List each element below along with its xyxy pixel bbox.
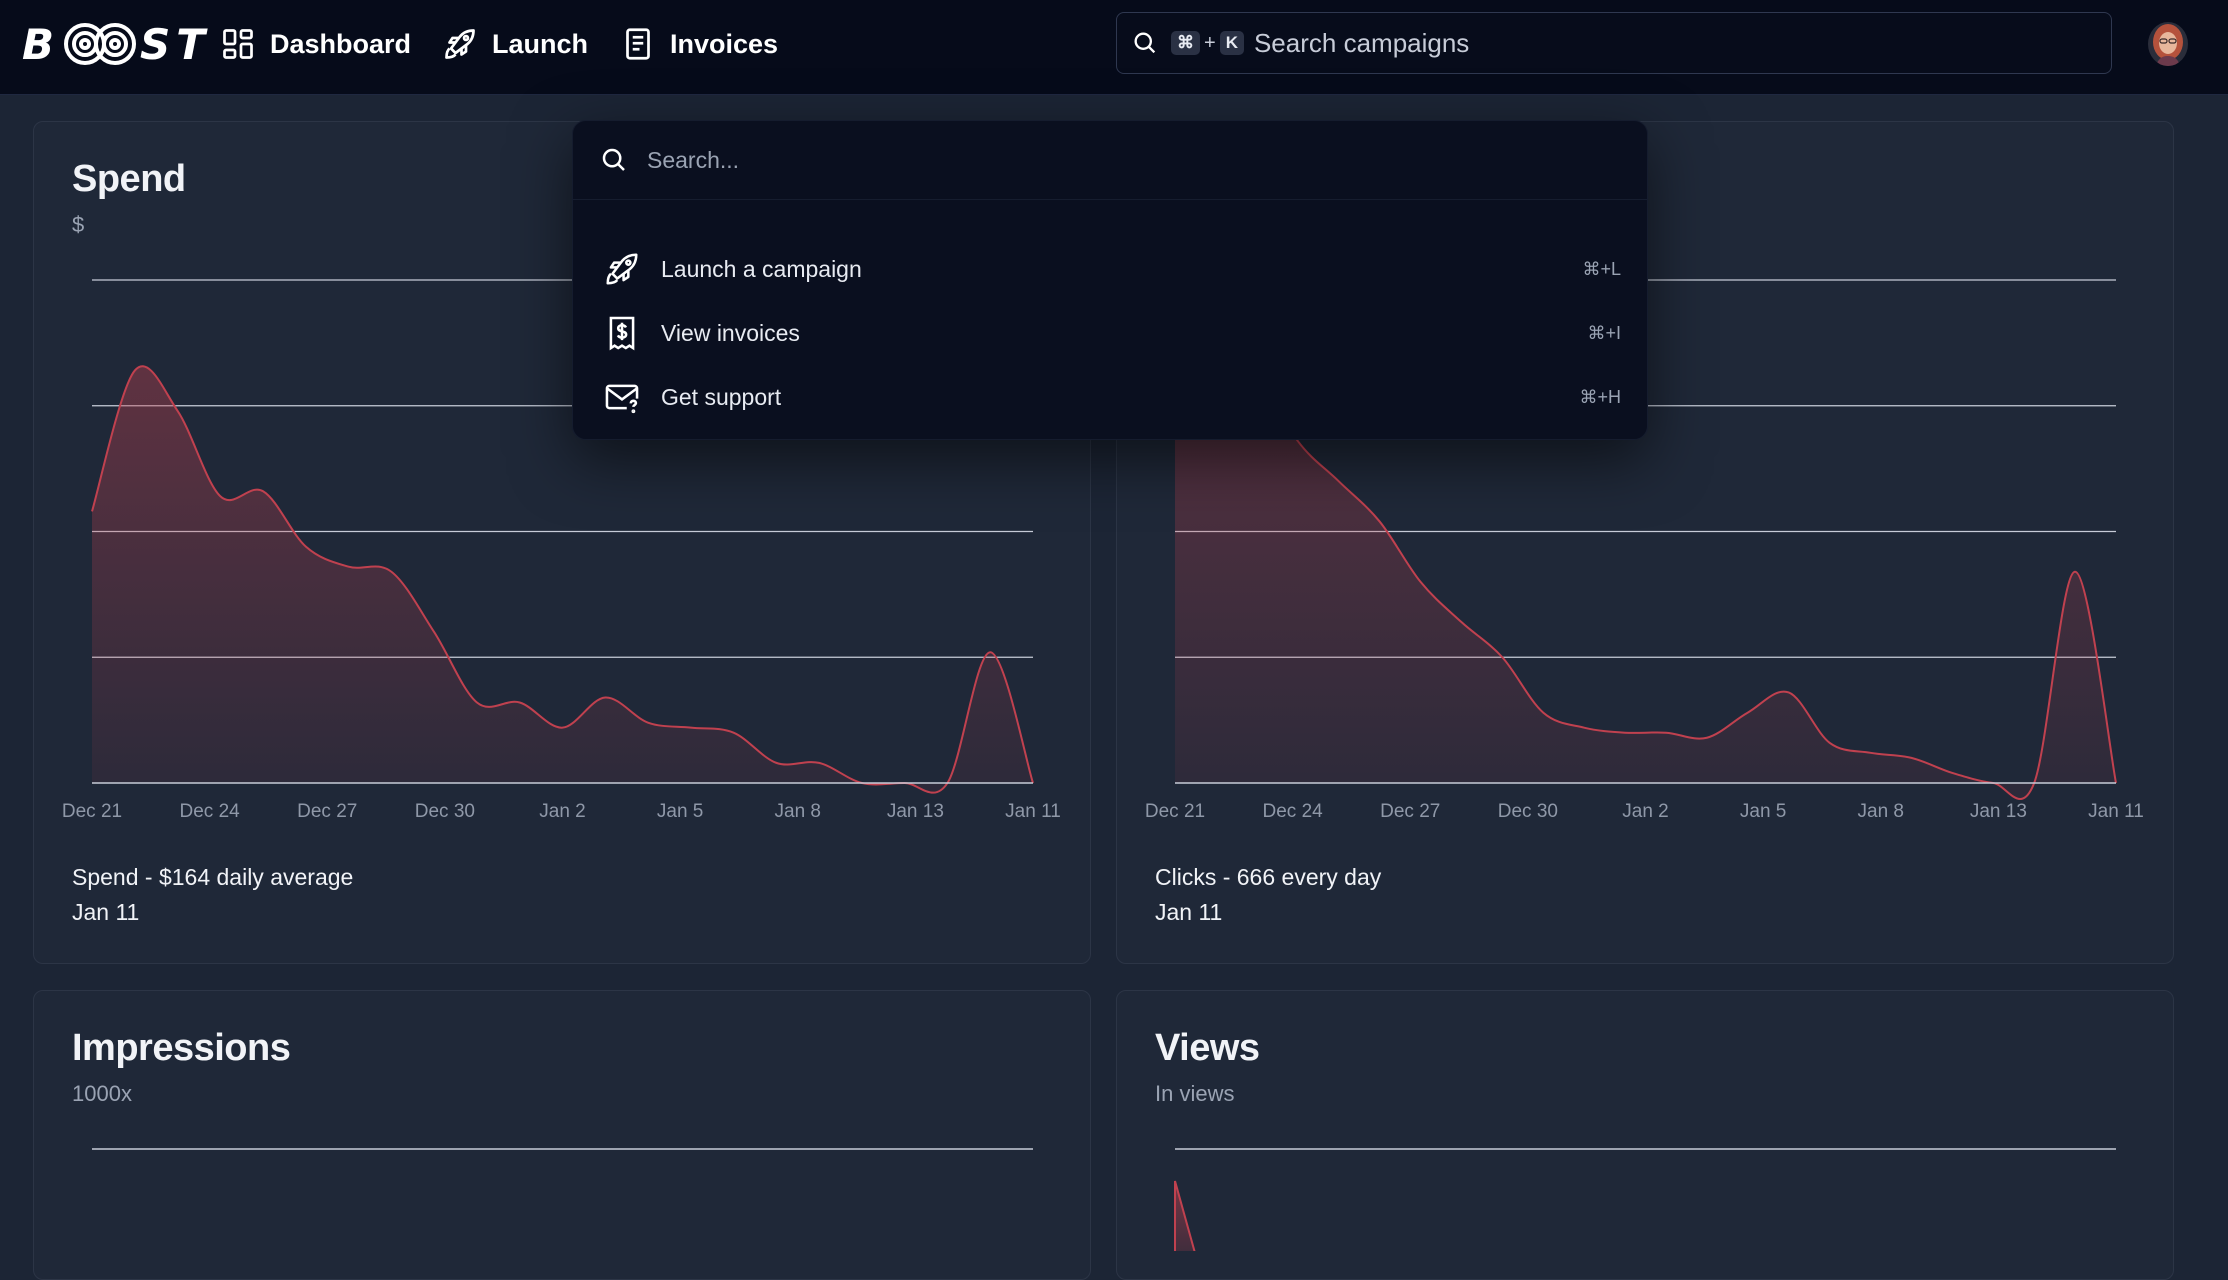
campaign-search-bar[interactable]: ⌘ + K [1116, 12, 2112, 74]
spend-date: Jan 11 [72, 899, 140, 925]
spend-x-tick-label: Jan 13 [887, 801, 944, 822]
command-palette: Launch a campaign ⌘+L View invoices ⌘+I … [572, 120, 1648, 440]
impressions-card: Impressions 1000x [33, 990, 1091, 1280]
clicks-series-line [1174, 304, 2117, 800]
spend-x-tick-label: Dec 21 [62, 801, 122, 822]
palette-search-row[interactable] [573, 121, 1647, 200]
spend-title: Spend [72, 158, 186, 200]
kbd-plus: + [1204, 31, 1216, 54]
clicks-x-tick-label: Jan 11 [2088, 801, 2144, 822]
spend-x-tick-label: Jan 5 [657, 801, 703, 822]
document-icon [626, 28, 650, 60]
palette-item-shortcut: ⌘+I [1587, 322, 1621, 343]
spend-x-tick-label: Dec 30 [415, 801, 475, 822]
clicks-date: Jan 11 [1155, 899, 1223, 925]
views-unit: In views [1155, 1081, 1235, 1106]
views-card: Views In views [1116, 990, 2174, 1280]
palette-item-get-support[interactable]: Get support ⌘+H [603, 373, 1621, 421]
views-chart [1174, 1148, 2116, 1251]
views-title: Views [1155, 1027, 1260, 1069]
nav-launch-label: Launch [492, 28, 589, 59]
mail-question-icon [605, 384, 639, 414]
spend-area-chart: Dec 21 Dec 24 Dec 27 Dec 30 Jan 2 Jan 5 Jan 8 J… [62, 279, 1061, 822]
clicks-area-fill [1175, 305, 2116, 800]
kbd-k: K [1219, 31, 1244, 55]
search-icon [602, 148, 625, 171]
search-icon [1134, 32, 1156, 54]
brand-logo[interactable]: B ST [22, 18, 211, 70]
palette-search-input[interactable] [645, 145, 1549, 175]
campaign-search-input[interactable] [1251, 26, 1956, 60]
clicks-x-tick-label: Jan 5 [1740, 801, 1786, 822]
dollar-receipt-icon [609, 316, 635, 351]
top-bar: B ST Dashboard Launch Invoices [0, 0, 2228, 95]
spend-unit: $ [72, 212, 85, 237]
spend-summary: Spend - $164 daily average [72, 864, 354, 890]
clicks-x-tick-label: Jan 13 [1970, 801, 2027, 822]
impressions-title: Impressions [72, 1027, 291, 1069]
kbd-cmd: ⌘ [1171, 31, 1200, 55]
logo-letters-right: ST [140, 19, 211, 69]
clicks-x-tick-label: Dec 24 [1263, 801, 1324, 822]
nav-launch[interactable]: Launch [442, 22, 588, 66]
nav-invoices-label: Invoices [670, 28, 779, 59]
rocket-icon [445, 29, 475, 59]
user-avatar[interactable] [2148, 22, 2188, 66]
clicks-area-chart: Dec 21 Dec 24 Dec 27 Dec 30 Jan 2 Jan 5 Jan 8 J… [1145, 279, 2144, 822]
palette-item-view-invoices[interactable]: View invoices ⌘+I [603, 309, 1621, 357]
logo-rings-icon [64, 23, 137, 65]
clicks-x-tick-label: Jan 8 [1858, 801, 1904, 822]
clicks-x-tick-label: Dec 27 [1380, 801, 1440, 822]
spend-x-tick-label: Dec 24 [180, 801, 241, 822]
palette-item-label: Launch a campaign [661, 255, 862, 282]
palette-item-label: View invoices [661, 319, 800, 346]
nav-invoices[interactable]: Invoices [620, 22, 778, 66]
spend-x-tick-label: Dec 27 [297, 801, 357, 822]
spend-area-fill [92, 366, 1033, 793]
palette-item-shortcut: ⌘+L [1582, 258, 1621, 279]
logo-letter-left: B [22, 19, 61, 69]
palette-item-label: Get support [661, 383, 782, 410]
views-area [1174, 1180, 1196, 1251]
spend-x-tick-label: Jan 2 [539, 801, 585, 822]
impressions-chart [92, 1148, 1033, 1150]
clicks-summary: Clicks - 666 every day [1155, 864, 1382, 890]
nav-dashboard[interactable]: Dashboard [220, 22, 411, 66]
rocket-icon [606, 253, 638, 285]
spend-x-tick-label: Jan 8 [775, 801, 821, 822]
spend-x-tick-label: Jan 11 [1005, 801, 1061, 822]
clicks-x-tick-label: Jan 2 [1622, 801, 1668, 822]
clicks-x-tick-label: Dec 30 [1498, 801, 1558, 822]
nav-dashboard-label: Dashboard [270, 28, 412, 59]
palette-item-shortcut: ⌘+H [1579, 386, 1621, 407]
avatar-portrait-icon [2148, 22, 2188, 66]
dashboard-grid-icon [223, 29, 253, 59]
clicks-x-tick-label: Dec 21 [1145, 801, 1205, 822]
impressions-unit: 1000x [72, 1081, 132, 1106]
palette-item-launch-campaign[interactable]: Launch a campaign ⌘+L [603, 245, 1621, 293]
